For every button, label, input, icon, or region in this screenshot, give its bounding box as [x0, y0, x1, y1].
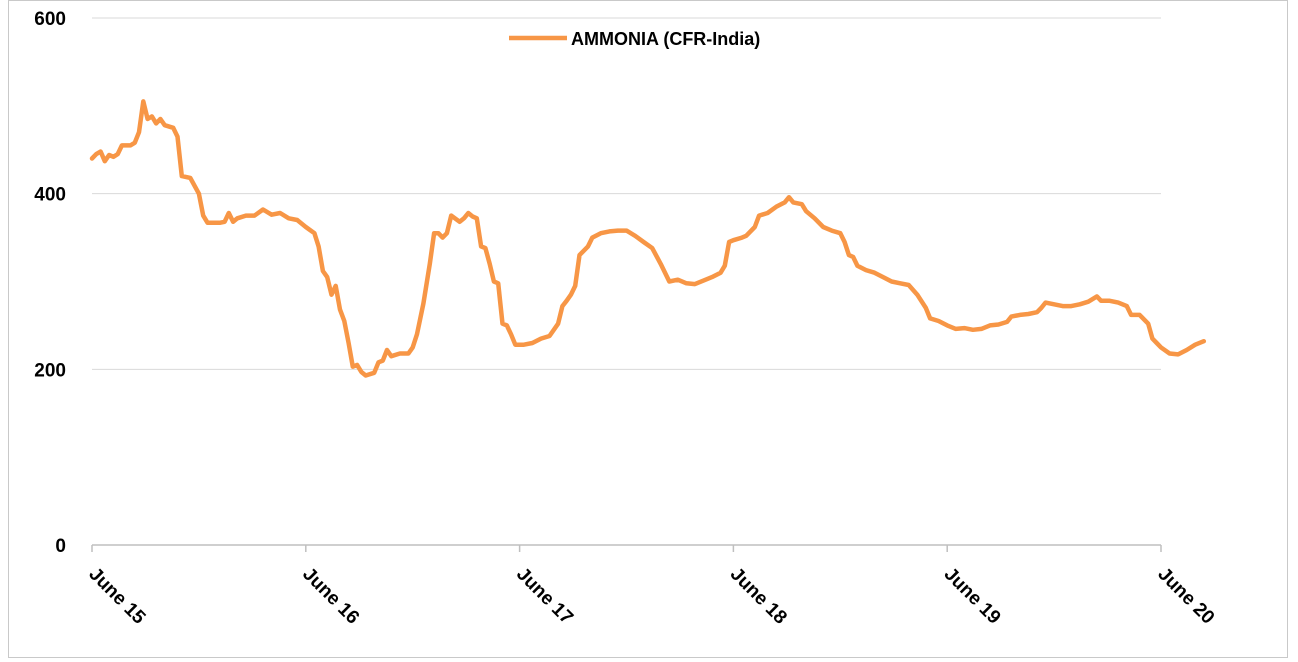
x-axis: June 15 June 16 June 17 June 18 June 19 June … — [84, 544, 1218, 629]
series-group — [89, 99, 1207, 378]
x-tick-label: June 18 — [726, 564, 791, 629]
x-tick-label: June 17 — [512, 564, 577, 629]
y-tick-label: 600 — [34, 9, 66, 30]
chart-frame: 0 200 400 600 June 15 June 16 June 17 June 18 J… — [8, 0, 1288, 658]
x-tick-label: June 19 — [940, 564, 1005, 629]
gridlines — [92, 17, 1161, 370]
x-tick-label: June 16 — [298, 564, 363, 629]
series-line-ammonia — [89, 99, 1207, 378]
x-tick-label: June 20 — [1153, 564, 1218, 629]
legend: AMMONIA (CFR-India) — [509, 29, 760, 49]
x-tick-label: June 15 — [84, 564, 149, 629]
y-tick-label: 0 — [55, 536, 66, 557]
y-tick-label: 200 — [34, 360, 66, 381]
y-axis-tick-labels: 0 200 400 600 — [34, 9, 66, 557]
y-tick-label: 400 — [34, 185, 66, 206]
legend-label: AMMONIA (CFR-India) — [571, 29, 760, 49]
